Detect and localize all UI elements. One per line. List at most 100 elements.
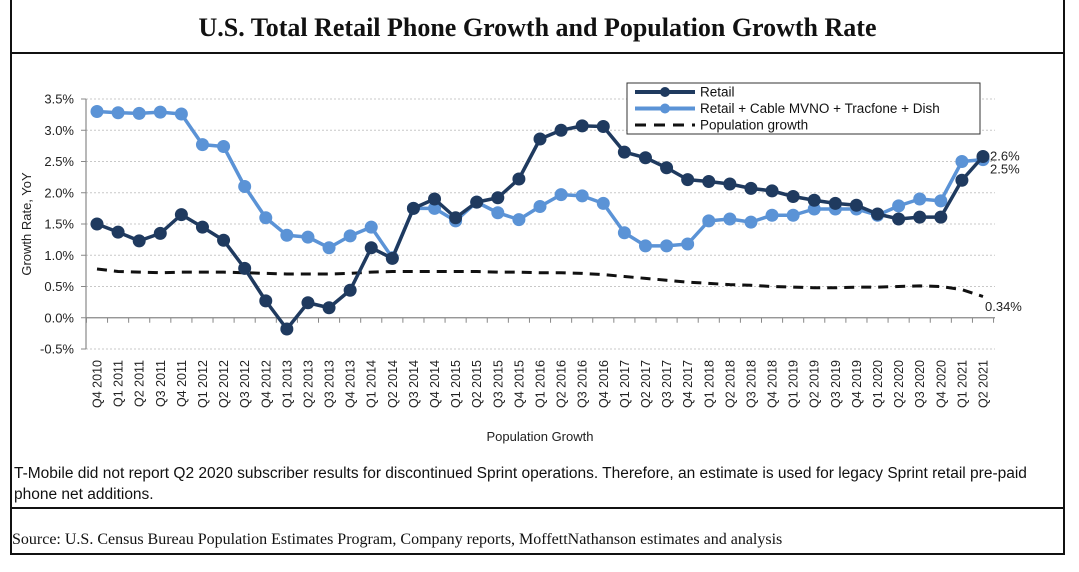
x-tick-label: Q4 2019 <box>850 360 864 408</box>
y-tick-label: 2.0% <box>44 185 74 200</box>
data-point <box>512 213 526 227</box>
data-point <box>681 237 695 251</box>
data-point <box>449 211 463 225</box>
data-point <box>955 173 969 187</box>
data-point <box>807 193 821 207</box>
x-tick-label: Q3 2019 <box>829 360 843 408</box>
data-point <box>280 322 294 336</box>
data-point <box>554 123 568 137</box>
y-tick-label: 2.5% <box>44 154 74 169</box>
x-tick-label: Q4 2016 <box>597 360 611 408</box>
data-point <box>892 199 906 213</box>
data-point <box>828 196 842 210</box>
data-point <box>470 195 484 209</box>
x-tick-label: Q3 2017 <box>660 360 674 408</box>
data-point <box>217 140 231 153</box>
data-point <box>533 200 547 213</box>
data-point <box>111 225 125 239</box>
data-point <box>660 161 674 175</box>
x-tick-label: Q1 2021 <box>955 360 969 408</box>
x-tick-label: Q4 2011 <box>175 360 189 407</box>
data-point <box>195 138 209 152</box>
data-point <box>280 228 294 242</box>
data-point <box>238 261 252 275</box>
x-tick-label: Q4 2010 <box>91 360 105 408</box>
data-point <box>195 220 209 234</box>
legend-swatch-marker <box>660 87 670 97</box>
x-tick-label: Q4 2017 <box>681 360 695 408</box>
y-tick-label: 0.0% <box>44 310 74 325</box>
data-point <box>491 206 505 220</box>
legend-swatch-marker <box>660 103 670 114</box>
data-point <box>238 180 252 193</box>
x-tick-label: Q4 2014 <box>428 360 442 408</box>
data-point <box>132 234 146 248</box>
x-tick-label: Q3 2015 <box>491 360 505 408</box>
data-point <box>913 210 927 224</box>
data-point <box>913 192 927 206</box>
x-tick-label: Q2 2018 <box>723 360 737 408</box>
data-point <box>322 301 336 315</box>
data-point <box>702 175 716 188</box>
x-tick-label: Q2 2017 <box>639 360 653 408</box>
x-tick-label: Q3 2011 <box>154 360 168 407</box>
x-tick-label: Q2 2013 <box>301 360 315 408</box>
y-axis-label: Growth Rate, YoY <box>19 172 34 276</box>
end-value-label: 2.5% <box>990 162 1020 177</box>
y-tick-label: 3.5% <box>44 92 74 107</box>
x-tick-label: Q2 2020 <box>892 360 906 408</box>
legend-label: Population growth <box>700 118 808 133</box>
x-tick-label: Q3 2012 <box>238 360 252 408</box>
x-tick-label: Q1 2011 <box>112 360 126 407</box>
end-value-label: 0.34% <box>985 299 1022 314</box>
data-point <box>533 132 547 146</box>
x-tick-label: Q4 2012 <box>259 360 273 408</box>
data-point <box>491 191 505 205</box>
x-tick-label: Q2 2014 <box>386 360 400 408</box>
data-point <box>617 226 631 240</box>
x-tick-label: Q4 2015 <box>512 360 526 408</box>
x-tick-label: Q3 2016 <box>576 360 590 408</box>
x-tick-label: Q2 2011 <box>133 360 147 407</box>
data-point <box>301 296 315 310</box>
data-point <box>428 201 442 215</box>
data-point <box>934 194 948 208</box>
data-point <box>111 106 125 120</box>
chart-note: T-Mobile did not report Q2 2020 subscrib… <box>14 465 1027 503</box>
data-point <box>871 207 885 221</box>
data-point <box>575 119 589 133</box>
data-point <box>681 173 695 187</box>
y-tick-label: 3.0% <box>44 123 74 138</box>
y-tick-label: -0.5% <box>40 342 74 357</box>
data-point <box>955 155 969 168</box>
data-point <box>259 211 273 225</box>
x-tick-label: Q1 2015 <box>449 360 463 408</box>
data-point <box>786 208 800 222</box>
x-tick-label: Q1 2020 <box>871 360 885 408</box>
data-point <box>934 210 948 224</box>
data-point <box>385 251 399 265</box>
data-point <box>322 241 336 255</box>
chart-title: U.S. Total Retail Phone Growth and Popul… <box>198 13 877 42</box>
end-value-label: 2.6% <box>990 149 1020 164</box>
x-tick-label: Q4 2013 <box>344 360 358 408</box>
x-tick-label: Q1 2012 <box>196 360 210 408</box>
data-point <box>132 106 146 120</box>
data-point <box>90 217 104 231</box>
data-point <box>90 105 104 118</box>
x-tick-label: Q2 2012 <box>217 360 231 408</box>
legend-label: Retail + Cable MVNO + Tracfone + Dish <box>700 101 940 116</box>
data-point <box>364 220 378 234</box>
x-tick-label: Q1 2013 <box>280 360 294 408</box>
x-tick-label: Q2 2021 <box>977 360 991 408</box>
x-tick-label: Q1 2016 <box>534 360 548 408</box>
data-point <box>364 241 378 255</box>
data-point <box>723 177 737 191</box>
x-tick-label: Q1 2017 <box>618 360 632 408</box>
x-tick-label: Q2 2015 <box>470 360 484 408</box>
x-tick-label: Q3 2020 <box>913 360 927 408</box>
x-axis-label: Population Growth <box>487 429 594 444</box>
data-point <box>554 188 568 202</box>
data-point <box>174 208 188 222</box>
data-point <box>153 105 167 119</box>
